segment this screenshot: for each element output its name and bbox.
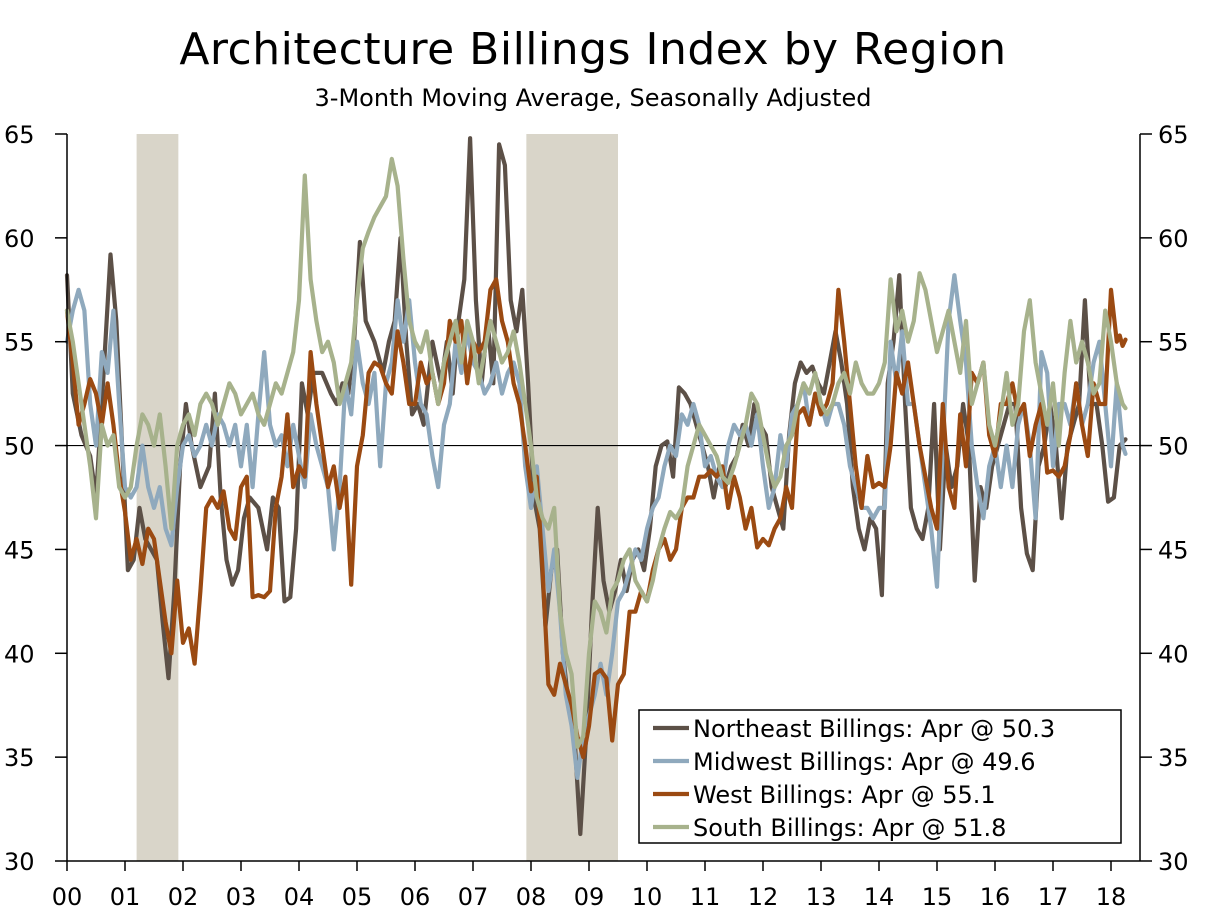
y-tick-label-left: 65: [4, 121, 35, 149]
y-tick-label-right: 65: [1158, 121, 1189, 149]
x-tick-label: 13: [806, 883, 837, 911]
x-tick-label: 08: [516, 883, 547, 911]
x-tick-label: 10: [632, 883, 663, 911]
legend-label-south: South Billings: Apr @ 51.8: [693, 814, 1006, 842]
recession-bands: [136, 134, 618, 861]
x-tick-label: 02: [168, 883, 199, 911]
y-tick-label-right: 60: [1158, 225, 1189, 253]
y-tick-label-left: 45: [4, 536, 35, 564]
y-tick-label-left: 50: [4, 433, 35, 461]
chart-subtitle: 3-Month Moving Average, Seasonally Adjus…: [314, 84, 872, 112]
legend-label-west: West Billings: Apr @ 55.1: [693, 781, 996, 809]
legend: Northeast Billings: Apr @ 50.3 Midwest Bi…: [638, 709, 1122, 844]
y-tick-label-right: 40: [1158, 640, 1189, 668]
x-tick-label: 05: [342, 883, 373, 911]
y-tick-label-left: 55: [4, 329, 35, 357]
x-tick-label: 14: [864, 883, 895, 911]
y-tick-label-left: 40: [4, 640, 35, 668]
x-tick-label: 07: [458, 883, 489, 911]
y-tick-label-left: 60: [4, 225, 35, 253]
axes: 30 30 35 35 40 40 45 45 50 50 55 55 60 60 65 65 00 01 02 03…: [4, 121, 1189, 911]
chart-title: Architecture Billings Index by Region: [179, 24, 1007, 75]
x-tick-label: 00: [52, 883, 83, 911]
y-tick-label-right: 50: [1158, 433, 1189, 461]
legend-label-midwest: Midwest Billings: Apr @ 49.6: [693, 748, 1036, 776]
y-tick-label-left: 30: [4, 848, 35, 876]
x-tick-label: 01: [110, 883, 141, 911]
y-tick-label-left: 35: [4, 744, 35, 772]
series-line-midwest: [64, 273, 1128, 780]
x-tick-label: 16: [980, 883, 1011, 911]
series-line-south: [64, 156, 1128, 749]
series-line-west: [64, 277, 1128, 760]
x-tick-label: 15: [922, 883, 953, 911]
x-tick-label: 03: [226, 883, 257, 911]
series-lines: [64, 136, 1128, 837]
x-tick-label: 04: [284, 883, 315, 911]
y-tick-label-right: 35: [1158, 744, 1189, 772]
x-tick-label: 18: [1096, 883, 1127, 911]
x-tick-label: 06: [400, 883, 431, 911]
y-tick-label-right: 30: [1158, 848, 1189, 876]
y-tick-label-right: 45: [1158, 536, 1189, 564]
x-tick-label: 12: [748, 883, 779, 911]
legend-box: [638, 709, 1122, 844]
legend-label-northeast: Northeast Billings: Apr @ 50.3: [693, 715, 1055, 743]
x-tick-label: 11: [690, 883, 721, 911]
x-tick-label: 09: [574, 883, 605, 911]
y-tick-label-right: 55: [1158, 329, 1189, 357]
x-tick-label: 17: [1038, 883, 1069, 911]
